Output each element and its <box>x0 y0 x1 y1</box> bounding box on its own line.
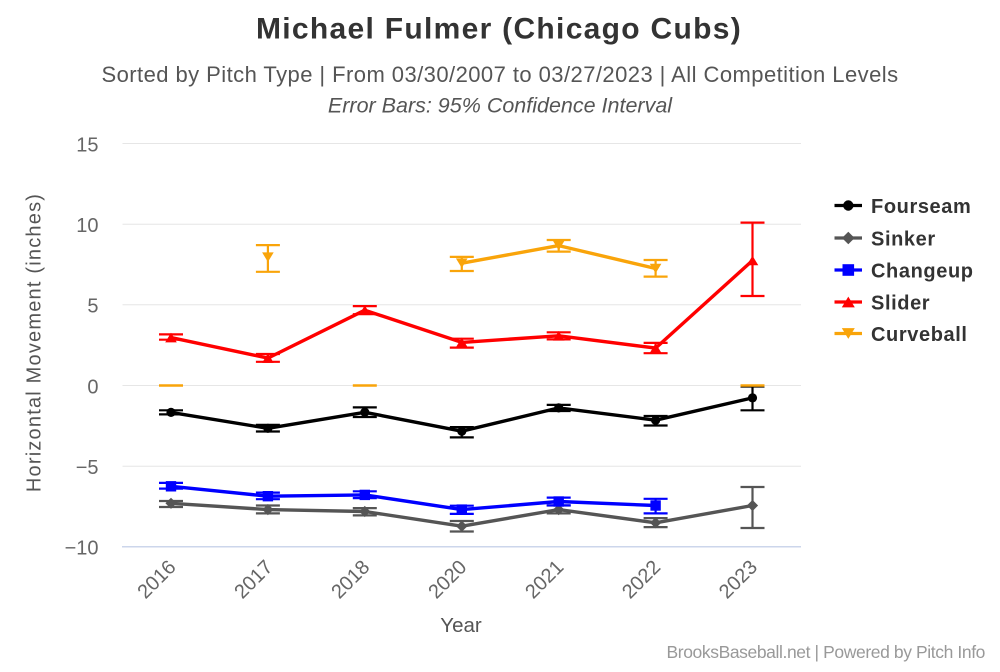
svg-text:Year: Year <box>440 614 482 637</box>
svg-text:Michael Fulmer (Chicago Cubs): Michael Fulmer (Chicago Cubs) <box>256 13 742 46</box>
svg-text:Sorted by Pitch Type | From 03: Sorted by Pitch Type | From 03/30/2007 t… <box>101 62 898 87</box>
svg-text:Slider: Slider <box>871 293 930 315</box>
svg-text:Fourseam: Fourseam <box>871 196 971 218</box>
svg-text:−10: −10 <box>65 538 99 560</box>
svg-text:5: 5 <box>87 296 98 318</box>
svg-text:10: 10 <box>76 215 98 237</box>
svg-text:Curveball: Curveball <box>871 324 968 346</box>
svg-text:Changeup: Changeup <box>871 261 974 283</box>
svg-text:−5: −5 <box>76 457 99 479</box>
svg-text:0: 0 <box>87 376 98 398</box>
svg-text:Sinker: Sinker <box>871 229 936 251</box>
svg-text:15: 15 <box>76 134 98 156</box>
svg-text:Error Bars: 95% Confidence Int: Error Bars: 95% Confidence Interval <box>328 94 673 118</box>
svg-text:Horizontal Movement (inches): Horizontal Movement (inches) <box>24 193 46 492</box>
svg-text:BrooksBaseball.net | Powered b: BrooksBaseball.net | Powered by Pitch In… <box>667 642 986 662</box>
